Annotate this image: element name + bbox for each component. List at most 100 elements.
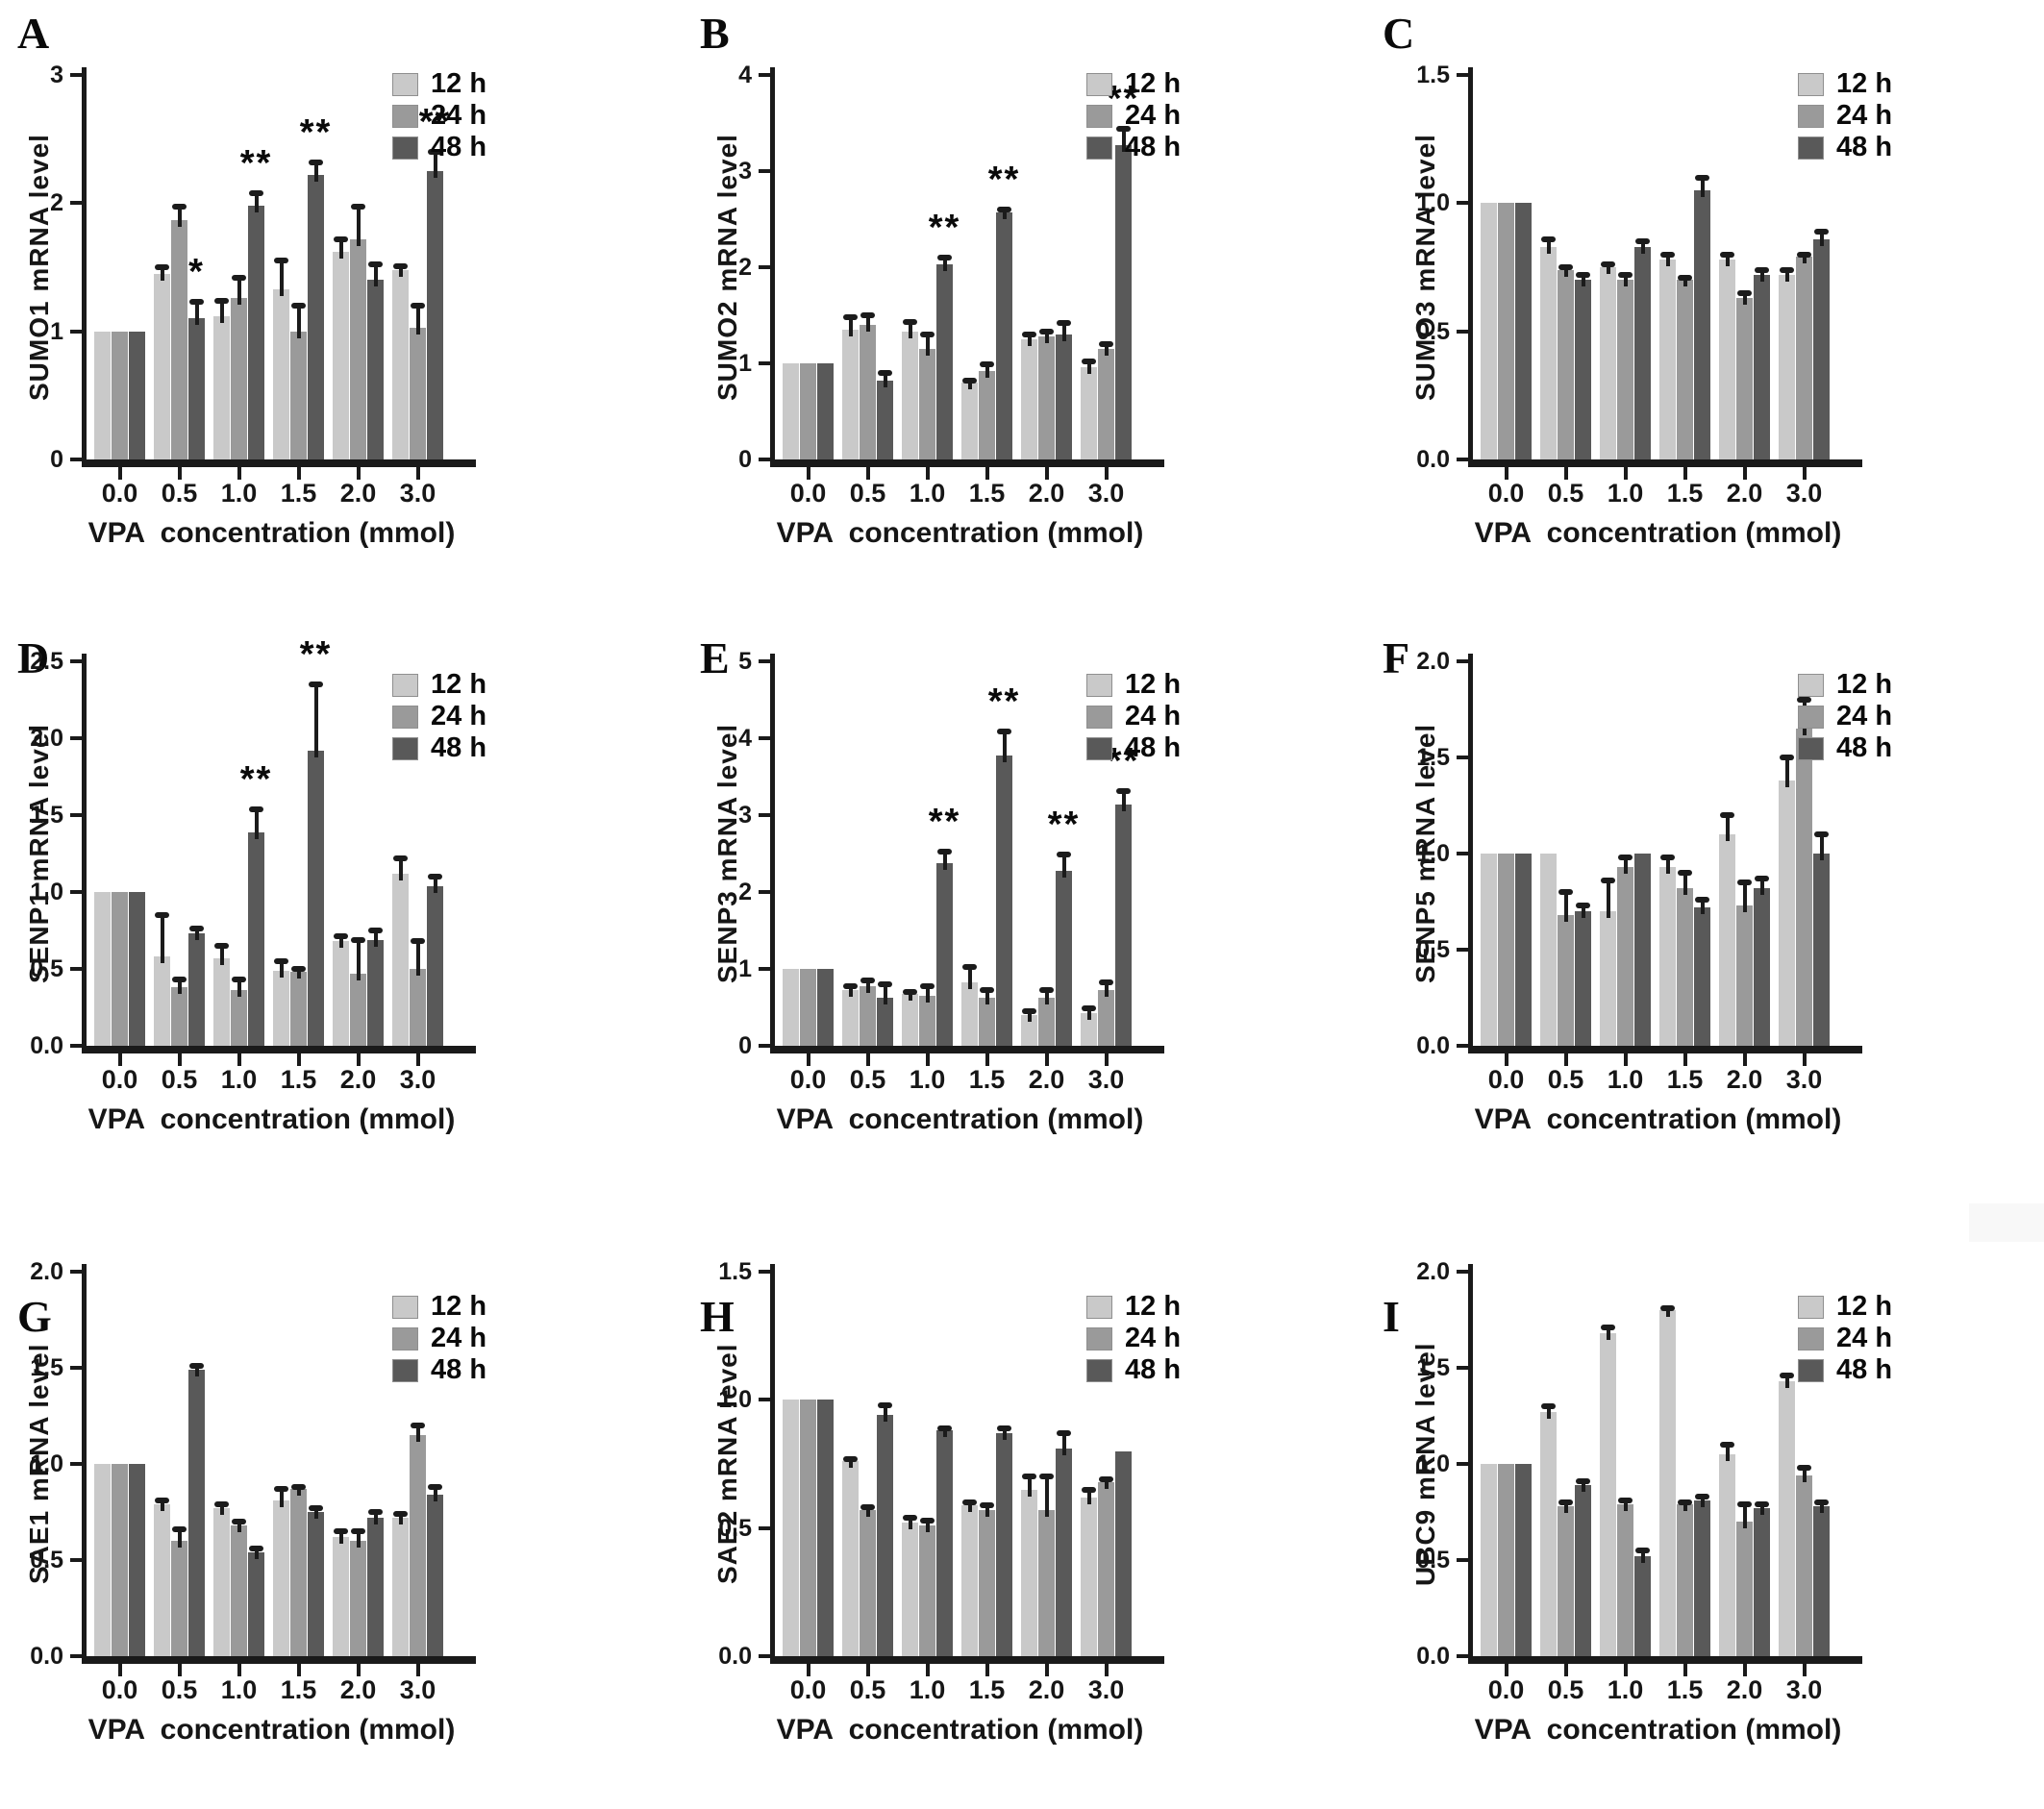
bar (783, 363, 799, 459)
y-tick-mark (759, 659, 770, 663)
y-tick-label: 0.5 (1416, 1547, 1450, 1574)
error-bar-line (967, 967, 972, 990)
legend-swatch (1086, 1326, 1112, 1351)
x-axis-label: VPA concentration (mmol) (87, 1103, 456, 1135)
significance-marker: ** (418, 102, 452, 142)
error-bar-cap (1558, 889, 1573, 895)
x-tick-label: 3.0 (399, 1065, 436, 1094)
x-tick-label: 1.0 (1607, 479, 1644, 508)
y-tick-label: 3 (50, 62, 63, 88)
error-bar-line (160, 1500, 164, 1511)
error-bar-cap (1797, 1465, 1811, 1471)
significance-marker: ** (928, 208, 961, 248)
x-tick-label: 1.5 (1666, 1675, 1704, 1704)
bar (231, 298, 247, 459)
bar (154, 1504, 170, 1656)
error-bar-cap (1576, 903, 1590, 908)
error-bar-line (373, 930, 378, 947)
error-bar-cap (1558, 264, 1573, 270)
error-bar-cap (214, 297, 229, 304)
error-bar-cap (155, 1498, 169, 1503)
y-tick-label: 1.5 (1416, 62, 1450, 88)
error-bar-line (908, 992, 912, 1001)
bar (1677, 280, 1693, 459)
bar (333, 252, 349, 459)
error-bar-line (1759, 879, 1764, 895)
y-tick-label: 2 (738, 879, 752, 905)
bar (1038, 1510, 1055, 1656)
error-bar-cap (1618, 1498, 1633, 1503)
error-bar-line (1640, 1550, 1645, 1563)
error-bar-cap (843, 314, 858, 320)
bar (392, 873, 409, 1046)
error-bar-line (373, 264, 378, 287)
bar (231, 1525, 247, 1656)
y-tick-mark (1457, 1654, 1468, 1658)
error-bar-cap (980, 361, 994, 367)
bar (290, 331, 307, 459)
bar (979, 998, 995, 1046)
y-tick-mark (759, 361, 770, 365)
bar (1634, 1556, 1651, 1656)
error-bar-line (942, 258, 947, 271)
bar (427, 171, 443, 459)
legend-label: 24 h (1125, 100, 1182, 131)
y-tick-label: 1.5 (30, 1354, 63, 1381)
y-tick-mark (70, 1366, 82, 1370)
y-tick-label: 0.0 (30, 1032, 63, 1059)
error-bar-cap (1660, 855, 1675, 860)
error-bar-line (356, 1531, 361, 1548)
error-bar-line (1683, 1502, 1687, 1511)
bar (936, 863, 953, 1046)
bar (1481, 854, 1497, 1046)
bar (1575, 1485, 1591, 1656)
error-bar-cap (334, 1528, 348, 1534)
x-tick-label: 1.0 (1607, 1675, 1644, 1704)
y-axis-label: SUMO1 mRNA level (24, 134, 54, 401)
x-tick-label: 2.0 (1028, 1065, 1065, 1094)
y-tick-label: 2.0 (30, 1258, 63, 1285)
legend-item: 24 h (392, 703, 486, 731)
bar (1754, 888, 1770, 1046)
plot-area: 0.0 0.5 1.0 1.5 2.0 0.0 0.5 1.0 1.5 2.0 3.0 (30, 1258, 476, 1704)
error-bar-line (1061, 854, 1066, 879)
error-bar-line (1581, 905, 1585, 918)
error-bar-cap (309, 681, 323, 687)
legend-label: 48 h (1125, 132, 1182, 162)
x-tick-label: 1.5 (1666, 479, 1704, 508)
bar (1779, 781, 1795, 1046)
bar (94, 1464, 111, 1656)
x-tick-mark (865, 467, 870, 480)
legend-label: 12 h (1125, 1291, 1182, 1322)
bar (350, 238, 366, 459)
significance-marker: ** (1047, 804, 1081, 845)
legend-item: 12 h (1086, 671, 1181, 699)
bar (1600, 1333, 1616, 1656)
error-bar-line (967, 1502, 972, 1512)
error-bar-cap (1039, 329, 1054, 335)
bar (1617, 867, 1633, 1046)
error-bar-line (237, 1522, 241, 1532)
bar (350, 973, 366, 1046)
error-bar-line (398, 857, 403, 880)
y-tick-mark (1457, 329, 1468, 334)
error-bar-line (1581, 275, 1585, 287)
x-tick-label: 0.0 (789, 1065, 827, 1094)
bar (1056, 335, 1072, 459)
legend-swatch (392, 136, 418, 160)
x-tick-mark (117, 1664, 122, 1676)
error-bar-line (1700, 900, 1705, 914)
error-bar-line (865, 315, 870, 332)
bar (842, 330, 859, 459)
y-tick-mark (70, 1558, 82, 1562)
legend-label: 12 h (431, 669, 487, 700)
panel-h: H SAE2 mRNA level 0.0 0.5 1.0 1.5 0.0 0.5 1.0 1… (683, 1197, 1365, 1809)
y-tick-mark (70, 201, 82, 206)
x-axis-line (82, 1046, 476, 1053)
bar (1540, 1412, 1557, 1656)
error-bar-line (1606, 264, 1610, 274)
y-tick-mark (759, 169, 770, 173)
error-bar-cap (903, 1515, 917, 1521)
error-bar-cap (1737, 880, 1752, 885)
bar (1719, 834, 1735, 1046)
